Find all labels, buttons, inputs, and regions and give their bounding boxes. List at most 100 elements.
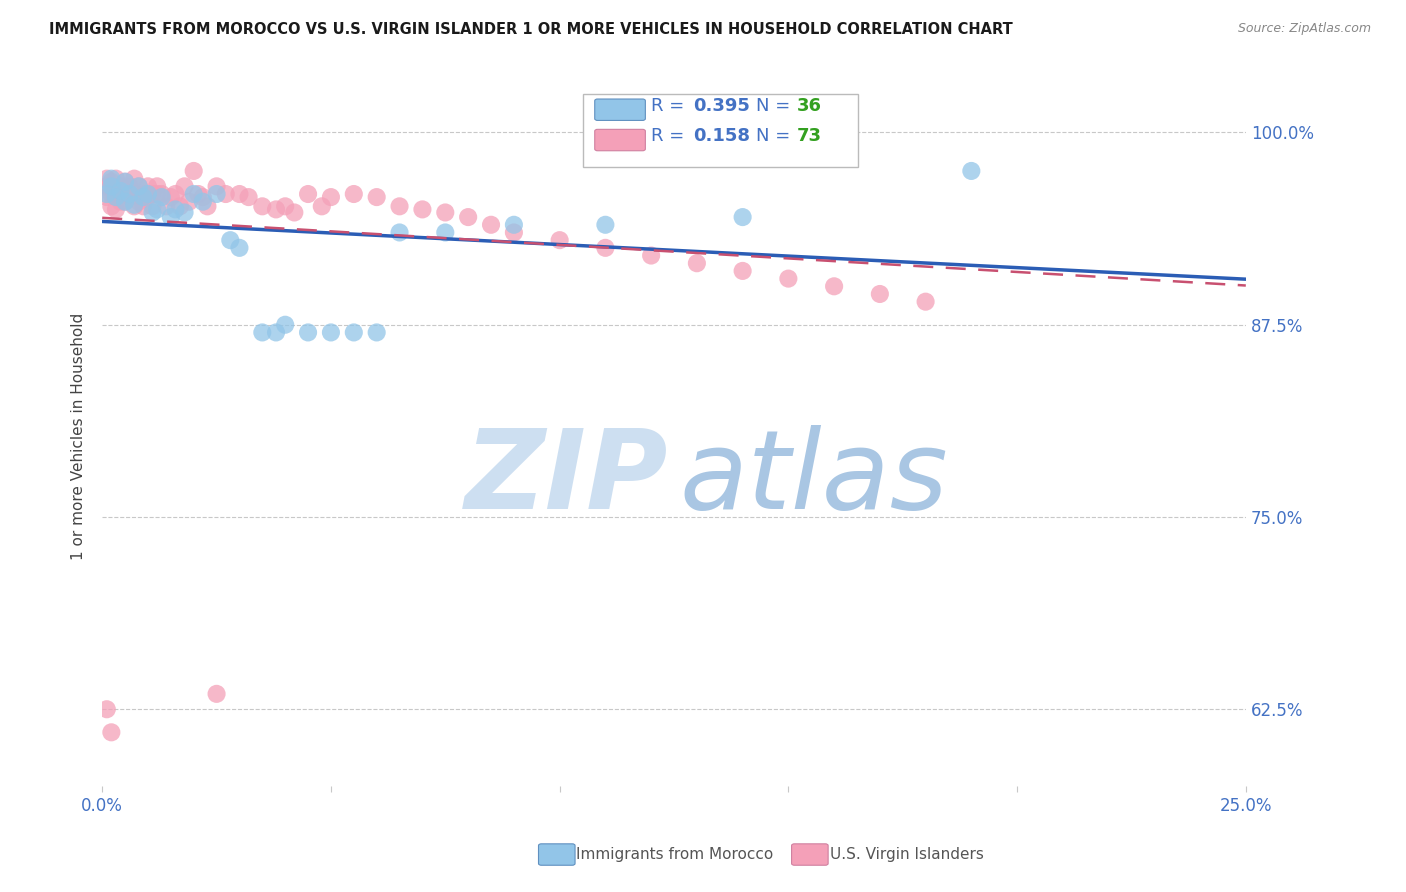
Point: [128, 179, 150, 194]
Point: [823, 279, 845, 293]
Point: [205, 187, 228, 202]
Point: [434, 226, 457, 240]
Point: [159, 190, 181, 204]
Point: [104, 171, 127, 186]
Point: [960, 164, 983, 178]
Point: [503, 218, 526, 232]
Point: [165, 202, 187, 217]
Point: [264, 326, 287, 340]
Text: ZIP: ZIP: [465, 425, 668, 532]
Point: [411, 202, 433, 217]
Point: [132, 187, 155, 202]
Point: [104, 184, 127, 198]
Point: [146, 179, 169, 194]
Point: [173, 179, 195, 194]
Text: Immigrants from Morocco: Immigrants from Morocco: [576, 847, 773, 862]
Point: [96, 179, 118, 194]
Point: [366, 326, 388, 340]
Point: [100, 199, 122, 213]
Point: [548, 233, 571, 247]
Point: [110, 184, 132, 198]
Point: [100, 171, 122, 186]
Point: [122, 187, 145, 202]
Point: [96, 190, 118, 204]
Point: [228, 187, 250, 202]
Text: U.S. Virgin Islanders: U.S. Virgin Islanders: [830, 847, 983, 862]
Point: [914, 294, 936, 309]
Point: [252, 199, 274, 213]
Point: [100, 179, 122, 194]
Point: [173, 205, 195, 219]
Point: [150, 190, 173, 204]
Point: [146, 202, 169, 217]
Point: [150, 187, 173, 202]
Point: [731, 264, 754, 278]
Point: [169, 199, 191, 213]
Point: [165, 187, 187, 202]
Point: [343, 187, 366, 202]
Point: [187, 187, 209, 202]
Point: [118, 187, 141, 202]
Point: [132, 199, 155, 213]
Point: [215, 187, 238, 202]
Point: [388, 199, 411, 213]
Point: [110, 187, 132, 202]
Point: [283, 205, 305, 219]
Point: [595, 241, 617, 255]
Text: atlas: atlas: [679, 425, 949, 532]
Point: [136, 190, 159, 204]
Point: [319, 326, 342, 340]
Point: [434, 205, 457, 219]
Point: [205, 179, 228, 194]
Point: [238, 190, 260, 204]
Point: [146, 187, 169, 202]
Point: [191, 194, 214, 209]
Point: [778, 271, 800, 285]
Point: [110, 194, 132, 209]
Point: [141, 205, 163, 219]
Point: [179, 194, 201, 209]
Point: [205, 687, 228, 701]
Point: [96, 171, 118, 186]
Point: [311, 199, 333, 213]
Text: R =: R =: [651, 128, 690, 145]
Point: [252, 326, 274, 340]
Point: [366, 190, 388, 204]
Point: [219, 233, 242, 247]
Point: [141, 187, 163, 202]
Point: [228, 241, 250, 255]
Text: N =: N =: [756, 128, 796, 145]
Text: R =: R =: [651, 97, 690, 115]
Point: [114, 175, 136, 189]
Point: [118, 179, 141, 194]
Point: [114, 187, 136, 202]
Point: [479, 218, 502, 232]
Text: N =: N =: [756, 97, 796, 115]
Point: [136, 179, 159, 194]
Point: [457, 210, 479, 224]
Point: [141, 199, 163, 213]
Point: [96, 702, 118, 716]
Point: [104, 202, 127, 217]
Point: [159, 210, 181, 224]
Point: [122, 171, 145, 186]
Point: [197, 199, 219, 213]
Point: [343, 326, 366, 340]
Text: 0.158: 0.158: [693, 128, 751, 145]
Point: [191, 190, 214, 204]
Point: [100, 725, 122, 739]
Point: [122, 199, 145, 213]
Point: [183, 164, 205, 178]
Point: [104, 190, 127, 204]
Point: [122, 198, 145, 212]
Point: [155, 199, 177, 213]
Point: [319, 190, 342, 204]
Point: [297, 326, 319, 340]
Point: [128, 179, 150, 194]
Point: [388, 226, 411, 240]
Point: [595, 218, 617, 232]
Point: [264, 202, 287, 217]
Point: [114, 194, 136, 209]
Point: [274, 199, 297, 213]
Point: [297, 187, 319, 202]
